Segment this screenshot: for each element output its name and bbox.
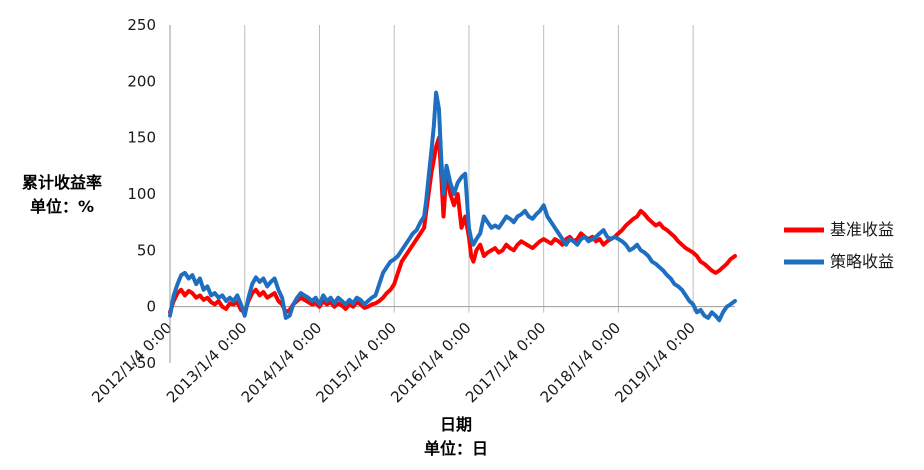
y-axis-title-line-2: 单位：% — [30, 197, 94, 216]
legend: 基准收益 策略收益 — [784, 220, 894, 271]
x-axis-title-line-2: 单位：日 — [424, 439, 488, 458]
y-tick-label: 100 — [127, 185, 156, 203]
y-axis-ticks: -50 0 50 100 150 200 250 — [127, 16, 156, 372]
vertical-gridlines — [244, 25, 694, 313]
series-lines — [168, 90, 737, 323]
y-tick-label: 0 — [146, 298, 156, 316]
series-line-benchmark — [168, 135, 737, 315]
legend-label-benchmark: 基准收益 — [830, 220, 894, 239]
y-tick-label: 150 — [127, 129, 156, 147]
y-tick-label: 50 — [137, 241, 156, 259]
y-tick-label: 200 — [127, 72, 156, 90]
y-tick-label: 250 — [127, 16, 156, 34]
y-axis-title-line-1: 累计收益率 — [22, 173, 102, 192]
y-tick-label: -50 — [132, 354, 157, 372]
legend-label-strategy: 策略收益 — [830, 252, 894, 271]
x-tick-label: 2019/1/4 0:00 — [611, 319, 699, 407]
x-axis-title-line-1: 日期 — [440, 415, 472, 434]
series-line-strategy — [168, 90, 737, 323]
